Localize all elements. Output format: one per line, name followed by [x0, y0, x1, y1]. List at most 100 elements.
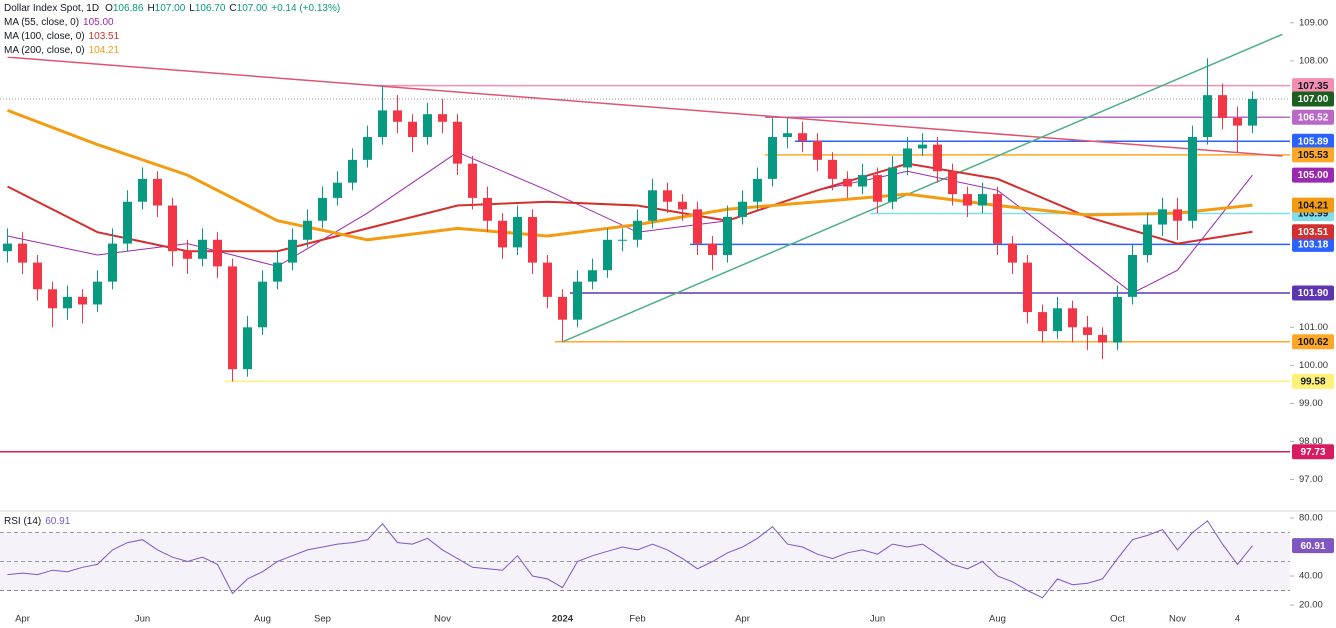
candle-body — [903, 148, 912, 168]
candle-body — [1173, 209, 1182, 221]
candle-body — [273, 262, 282, 282]
price-badge — [1292, 236, 1334, 252]
quote-label: O — [105, 3, 113, 14]
symbol-title: Dollar Index Spot, 1D — [4, 3, 99, 14]
quote-label: C — [229, 3, 236, 14]
candle-body — [63, 296, 72, 309]
candle-body — [1158, 209, 1167, 225]
x-tick-label: Jun — [870, 614, 885, 625]
y-tick-label: 99.00 — [1299, 398, 1323, 409]
x-tick-label: Jun — [135, 614, 150, 625]
x-tick-label: Aug — [989, 614, 1006, 625]
candle-body — [618, 239, 627, 241]
candle-body — [378, 110, 387, 138]
rsi-name: RSI (14) — [4, 516, 41, 527]
candle-body — [1128, 255, 1137, 297]
candle-body — [183, 251, 192, 259]
x-tick-label: Apr — [15, 614, 30, 625]
price-badge-label: 103.18 — [1298, 239, 1329, 250]
rsi-value: 60.91 — [45, 516, 70, 527]
candle-body — [1053, 308, 1062, 332]
price-badge — [1292, 91, 1334, 107]
candle-body — [843, 178, 852, 187]
candle-body — [1038, 312, 1047, 332]
candle-body — [978, 194, 987, 206]
candle-body — [768, 137, 777, 179]
x-tick-label: Oct — [1110, 614, 1125, 625]
candle-body — [33, 262, 42, 290]
y-tick-label: 97.00 — [1299, 474, 1323, 485]
candle-body — [723, 216, 732, 255]
x-tick-label: Aug — [254, 614, 271, 625]
candle-body — [48, 289, 57, 309]
candle-body — [168, 205, 177, 252]
candle-body — [678, 201, 687, 210]
x-tick-label: Nov — [434, 614, 451, 625]
candle-body — [258, 281, 267, 328]
price-badge-label: 107.00 — [1298, 94, 1329, 105]
x-tick-label: Apr — [735, 614, 750, 625]
price-badge-label: 104.21 — [1298, 200, 1329, 211]
candle-body — [1218, 95, 1227, 118]
candle-body — [648, 190, 657, 221]
rsi-y-tick-label: 40.00 — [1299, 571, 1323, 582]
price-badge-label: 103.51 — [1298, 227, 1329, 238]
candle-body — [693, 209, 702, 244]
quote-label: L — [189, 3, 195, 14]
legend-entry: MA (100, close, 0) 103.51 — [4, 31, 120, 42]
candle-body — [423, 114, 432, 138]
candle-body — [543, 262, 552, 297]
legend-entry: MA (200, close, 0) 104.21 — [4, 45, 120, 56]
candle-body — [3, 243, 12, 252]
legend-quote: Dollar Index Spot, 1D O106.86 H107.00 L106.… — [4, 3, 340, 14]
rsi-badge-label: 60.91 — [1300, 541, 1325, 552]
quote-value: 106.86 — [113, 3, 144, 14]
quote-value: 106.70 — [195, 3, 226, 14]
candle-body — [663, 190, 672, 202]
quote-value: 107.00 — [237, 3, 268, 14]
rsi-legend: RSI (14) 60.91 — [4, 516, 71, 527]
x-tick-label: Nov — [1169, 614, 1186, 625]
price-badge — [1292, 109, 1334, 125]
candle-body — [138, 178, 147, 202]
candle-body — [228, 266, 237, 370]
x-tick-label: Sep — [314, 614, 331, 625]
price-badge-label: 100.62 — [1298, 337, 1329, 348]
quote-change: +0.14 (+0.13%) — [271, 3, 340, 14]
candle-body — [498, 220, 507, 248]
candle-body — [393, 110, 402, 122]
candle-body — [318, 197, 327, 221]
legend-name: MA (200, close, 0) — [4, 45, 85, 56]
candle-body — [528, 216, 537, 263]
candle-body — [558, 296, 567, 320]
candle-body — [408, 121, 417, 138]
candle-body — [858, 175, 867, 187]
candle-body — [333, 182, 342, 198]
quote-value: 107.00 — [155, 3, 186, 14]
candle-body — [753, 178, 762, 202]
legend-value: 105.00 — [83, 17, 114, 28]
candle-body — [438, 114, 447, 122]
price-badge-label: 99.58 — [1300, 376, 1325, 387]
price-badge-label: 105.89 — [1298, 136, 1329, 147]
candle-body — [1113, 296, 1122, 343]
candle-body — [1068, 308, 1077, 328]
legend-background — [0, 0, 330, 57]
candle-body — [108, 243, 117, 282]
price-badge-label: 105.00 — [1298, 170, 1329, 181]
candle-body — [1023, 262, 1032, 313]
candle-body — [453, 121, 462, 164]
rsi-badge — [1292, 538, 1334, 554]
quote-label: H — [147, 3, 154, 14]
candle-body — [348, 159, 357, 183]
candle-body — [738, 201, 747, 217]
rsi-y-tick-label: 80.00 — [1299, 512, 1323, 523]
candle-body — [1143, 224, 1152, 255]
candle-body — [363, 137, 372, 160]
candle-body — [603, 239, 612, 271]
x-tick-label: 4 — [1235, 614, 1240, 625]
price-badge-label: 107.35 — [1298, 81, 1329, 92]
candle-body — [933, 144, 942, 172]
